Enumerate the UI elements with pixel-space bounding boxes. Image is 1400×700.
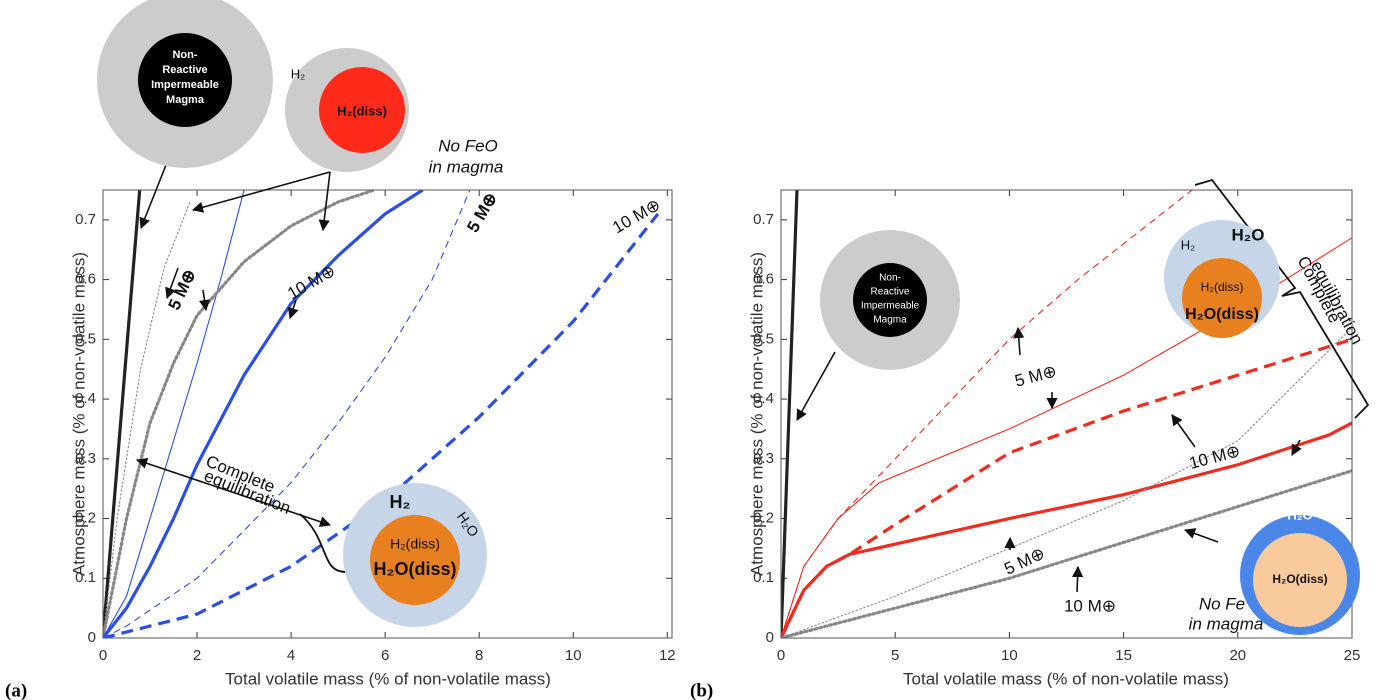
series-line bbox=[781, 190, 799, 638]
arrow bbox=[287, 299, 299, 320]
inset-label: H₂(diss) bbox=[390, 536, 440, 552]
arrow bbox=[1013, 326, 1025, 356]
inset-circle bbox=[370, 515, 460, 605]
annotation: 10 M⊕ bbox=[284, 261, 339, 303]
y-tick-label: 0.3 bbox=[753, 450, 774, 467]
x-tick-label: 4 bbox=[287, 647, 295, 664]
inset-circle bbox=[1253, 533, 1347, 627]
annotation: 5 M⊕ bbox=[1013, 361, 1059, 390]
x-tick-label: 0 bbox=[99, 647, 107, 664]
y-tick-label: 0.7 bbox=[75, 211, 96, 228]
inset-circle bbox=[319, 67, 405, 153]
y-tick-label: 0.6 bbox=[753, 271, 774, 288]
series-line bbox=[103, 190, 376, 638]
y-tick-label: 0.4 bbox=[75, 390, 96, 407]
inset-label: H₂ bbox=[390, 492, 411, 512]
y-axis-label: Atmosphere mass (% of non-volatile mass) bbox=[747, 252, 766, 576]
panel-label: (b) bbox=[690, 680, 713, 700]
x-tick-label: 25 bbox=[1344, 647, 1361, 664]
y-tick-label: 0.2 bbox=[75, 510, 96, 527]
y-tick-label: 0.3 bbox=[75, 450, 96, 467]
series-line bbox=[781, 326, 1352, 638]
x-tick-label: 8 bbox=[475, 647, 483, 664]
annotation: 5 M⊕ bbox=[463, 189, 501, 235]
inset-label: Non- bbox=[879, 273, 901, 284]
inset-label: H₂O(diss) bbox=[1185, 306, 1259, 323]
inset-label: H₂O bbox=[1231, 225, 1264, 244]
y-tick-label: 0.4 bbox=[753, 390, 774, 407]
inset-label: H₂O(diss) bbox=[373, 559, 456, 579]
annotation: 10 M⊕ bbox=[1064, 596, 1116, 615]
arrow bbox=[191, 171, 331, 213]
y-tick-label: 0.1 bbox=[753, 569, 774, 586]
x-tick-label: 15 bbox=[1115, 647, 1132, 664]
x-tick-label: 12 bbox=[659, 647, 676, 664]
y-tick-label: 0.6 bbox=[75, 271, 96, 288]
inset-label: H₂(diss) bbox=[337, 103, 387, 118]
arrow bbox=[198, 289, 211, 312]
x-tick-label: 2 bbox=[193, 647, 201, 664]
annotation: in magma bbox=[1189, 614, 1264, 633]
inset-label: Impermeable bbox=[151, 79, 219, 91]
inset-label: Magma bbox=[873, 315, 907, 326]
y-tick-label: 0.2 bbox=[753, 510, 774, 527]
y-tick-label: 0 bbox=[88, 629, 96, 646]
x-tick-label: 6 bbox=[381, 647, 389, 664]
inset-circle bbox=[853, 263, 927, 337]
series-line bbox=[103, 190, 424, 638]
arrow bbox=[796, 351, 836, 421]
series-line bbox=[781, 469, 1352, 638]
panel-label: (a) bbox=[5, 680, 27, 700]
chart-panel: 0 2 4 6 8 10 12 0 0.1 0.2 0.3 0.4 0.5 0.6 0.7 Total vol… bbox=[5, 0, 676, 700]
arrow bbox=[1291, 439, 1302, 456]
inset-label: Non- bbox=[172, 49, 197, 61]
inset-label: H₂O bbox=[1287, 507, 1312, 522]
series-line bbox=[103, 201, 191, 638]
connector bbox=[299, 513, 347, 573]
arrow bbox=[135, 457, 332, 528]
y-tick-label: 0.5 bbox=[75, 330, 96, 347]
arrow bbox=[1171, 414, 1196, 448]
inset-label: Magma bbox=[166, 94, 205, 106]
plot-frame bbox=[780, 189, 1353, 639]
series-line bbox=[103, 190, 142, 638]
annotation: No FeO bbox=[438, 136, 498, 155]
series-line bbox=[103, 190, 245, 638]
y-axis-label: Atmosphere mass (% of non-volatile mass) bbox=[69, 252, 88, 576]
x-tick-label: 0 bbox=[777, 647, 785, 664]
arrow bbox=[318, 171, 331, 232]
arrow bbox=[1183, 528, 1219, 543]
series-line bbox=[103, 212, 660, 638]
connector bbox=[1194, 178, 1370, 419]
x-axis-label: Total volatile mass (% of non-volatile m… bbox=[903, 669, 1229, 688]
x-tick-label: 10 bbox=[1001, 647, 1018, 664]
y-tick-label: 0 bbox=[766, 629, 774, 646]
inset-label: H₂ bbox=[291, 66, 305, 81]
x-tick-label: 20 bbox=[1229, 647, 1246, 664]
y-tick-label: 0.5 bbox=[753, 330, 774, 347]
inset-label: Reactive bbox=[871, 287, 910, 298]
plot-frame bbox=[102, 189, 673, 639]
y-tick-label: 0.1 bbox=[75, 569, 96, 586]
inset-label: H₂(diss) bbox=[1201, 280, 1244, 294]
x-tick-label: 10 bbox=[565, 647, 582, 664]
inset-circle bbox=[138, 33, 232, 127]
series-line bbox=[781, 190, 1193, 638]
annotation: 10 M⊕ bbox=[1187, 441, 1242, 473]
inset-label: Impermeable bbox=[861, 301, 920, 312]
chart-panel: 0 5 10 15 20 25 0 0.1 0.2 0.3 0.4 0.5 0.6 0.7 Total vo… bbox=[690, 178, 1370, 700]
inset-label: H₂ bbox=[1181, 237, 1195, 252]
inset-label: Reactive bbox=[162, 64, 207, 76]
annotation: in magma bbox=[429, 157, 504, 176]
inset-label: H₂O(diss) bbox=[1272, 572, 1327, 586]
y-tick-label: 0.7 bbox=[753, 211, 774, 228]
annotation: No Fe bbox=[1199, 594, 1245, 613]
x-tick-label: 5 bbox=[891, 647, 899, 664]
arrow bbox=[165, 267, 179, 300]
x-axis-label: Total volatile mass (% of non-volatile m… bbox=[225, 669, 551, 688]
arrow bbox=[1072, 565, 1084, 593]
inset-circle bbox=[1182, 258, 1262, 338]
